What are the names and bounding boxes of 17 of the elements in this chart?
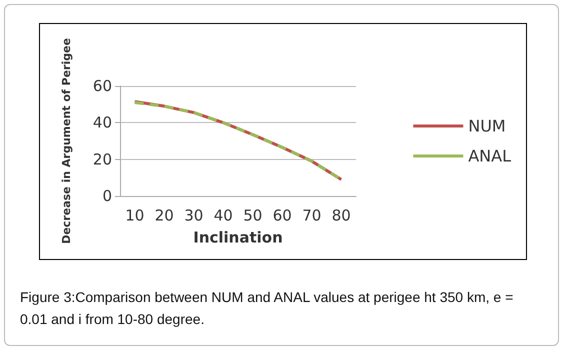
x-tick-label: 40 [214, 206, 233, 224]
y-tick-label: 20 [92, 150, 112, 168]
y-axis-title: Decrease in Argument of Perigee [60, 38, 73, 244]
x-tick-label: 10 [125, 206, 144, 224]
x-tick-label: 70 [302, 206, 322, 224]
x-tick-label: 80 [332, 206, 351, 224]
x-tick-label: 60 [272, 206, 292, 224]
x-tick-label: 50 [243, 206, 262, 224]
y-tick-label: 0 [102, 187, 112, 205]
caption: Figure 3:Comparison between NUM and ANAL values at perigee ht 350 km, e = 0.01 and i from 10-80 degree. [20, 288, 514, 329]
x-axis-title: Inclination [193, 228, 283, 246]
x-tick-label: 30 [184, 206, 204, 224]
y-tick-label: 40 [92, 114, 112, 132]
legend-label: NUM [468, 116, 506, 136]
legend-label: ANAL [468, 146, 512, 166]
x-tick-label: 20 [154, 206, 174, 224]
y-tick-label: 60 [92, 77, 112, 95]
